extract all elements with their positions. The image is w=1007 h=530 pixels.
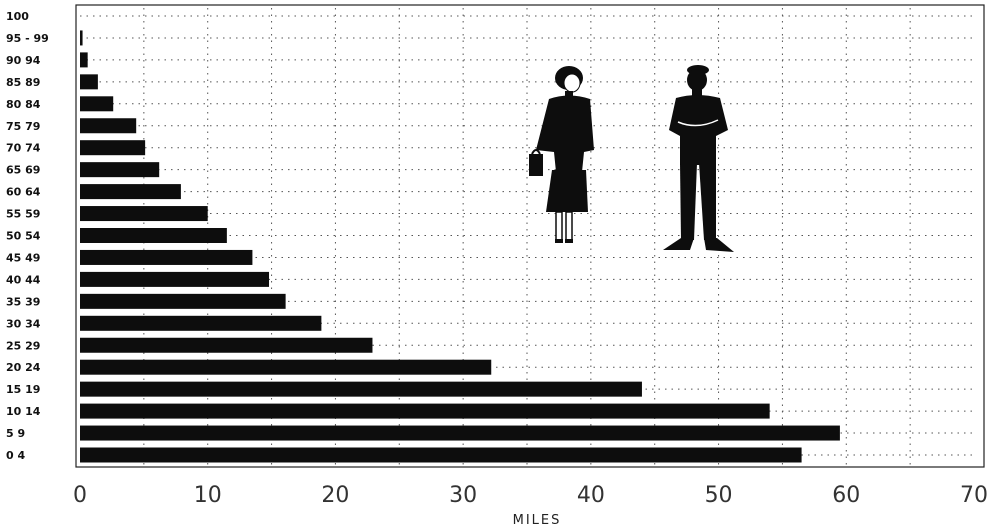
bar xyxy=(80,206,208,222)
y-tick-label: 60 64 xyxy=(6,186,41,199)
bar xyxy=(80,403,770,419)
y-tick-label: 95 - 99 xyxy=(6,32,49,45)
x-tick-label: 0 xyxy=(73,483,87,508)
x-tick-label: 10 xyxy=(194,483,222,508)
bar xyxy=(80,74,98,90)
bar xyxy=(80,337,373,353)
bar xyxy=(80,447,802,463)
x-tick-label: 50 xyxy=(705,483,733,508)
bar xyxy=(80,162,160,178)
bar-series xyxy=(80,30,840,463)
y-tick-label: 20 24 xyxy=(6,361,41,374)
y-tick-label: 70 74 xyxy=(6,142,41,155)
bar xyxy=(80,425,840,441)
y-tick-label: 55 59 xyxy=(6,208,40,221)
bar xyxy=(80,30,83,46)
bar xyxy=(80,249,253,265)
y-tick-label: 15 19 xyxy=(6,383,40,396)
bar xyxy=(80,184,181,200)
bar xyxy=(80,381,642,397)
y-tick-label: 40 44 xyxy=(6,273,41,286)
y-axis-tick-labels: 0 4 5 9 10 14 15 19 20 24 25 29 30 34 35 39 40 4… xyxy=(6,10,49,462)
plot-frame xyxy=(75,4,985,468)
y-tick-label: 100 xyxy=(6,10,29,23)
bar xyxy=(80,293,286,309)
bar xyxy=(80,315,322,331)
bar xyxy=(80,140,146,156)
bar xyxy=(80,271,270,287)
bar xyxy=(80,96,114,112)
x-tick-label: 20 xyxy=(321,483,349,508)
y-tick-label: 5 9 xyxy=(6,427,25,440)
x-tick-label: 40 xyxy=(577,483,605,508)
man-silhouette-icon xyxy=(663,65,734,252)
x-tick-label: 70 xyxy=(960,483,988,508)
x-tick-label: 60 xyxy=(832,483,860,508)
y-tick-label: 80 84 xyxy=(6,98,41,111)
woman-silhouette-icon xyxy=(529,66,594,243)
y-tick-label: 25 29 xyxy=(6,339,40,352)
x-tick-label: 30 xyxy=(449,483,477,508)
y-tick-label: 75 79 xyxy=(6,120,40,133)
y-tick-label: 90 94 xyxy=(6,54,41,67)
y-tick-label: 10 14 xyxy=(6,405,41,418)
y-tick-label: 50 54 xyxy=(6,230,41,243)
bar xyxy=(80,118,137,134)
x-axis-tick-labels: 0 10 20 30 40 50 60 70 xyxy=(73,483,988,508)
y-tick-label: 45 49 xyxy=(6,251,40,264)
x-axis-title: MILES xyxy=(513,513,562,528)
y-tick-label: 65 69 xyxy=(6,164,40,177)
y-tick-label: 85 89 xyxy=(6,76,40,89)
bar xyxy=(80,52,88,68)
y-tick-label: 35 39 xyxy=(6,295,40,308)
y-tick-label: 0 4 xyxy=(6,449,25,462)
y-tick-label: 30 34 xyxy=(6,317,41,330)
bar xyxy=(80,359,492,375)
bar xyxy=(80,228,227,243)
